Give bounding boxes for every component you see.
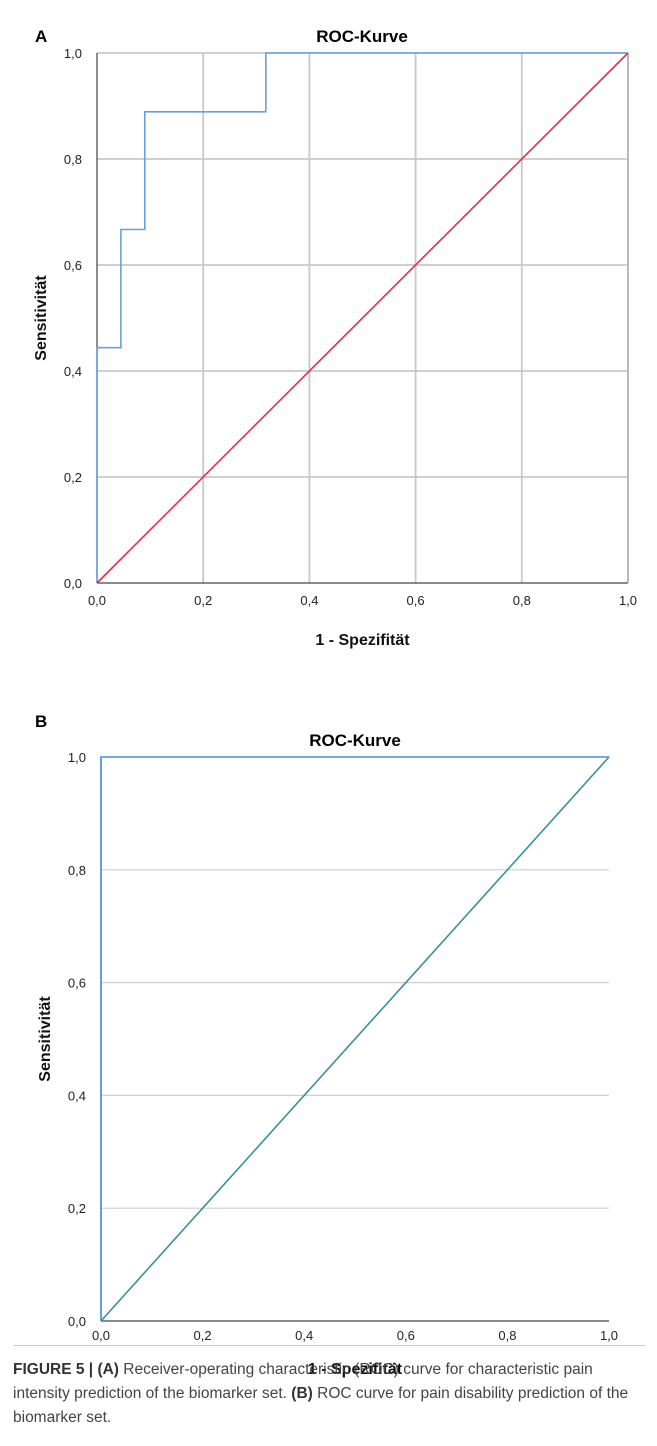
y-tick-label-b: 0,8 xyxy=(68,863,86,878)
panel-b: B ROC-Kurve 0,0 0,2 0,4 0,6 0,8 1,0 0,0 0,2 0,4 0… xyxy=(0,690,657,1378)
x-tick-label-b: 0,8 xyxy=(498,1328,516,1343)
x-tick-label-b: 0,6 xyxy=(397,1328,415,1343)
y-axis-label-b: Sensitivität xyxy=(37,996,54,1082)
x-tick-label-a: 0,8 xyxy=(513,593,531,608)
roc-curve-line-a xyxy=(96,52,628,583)
x-tick-label-a: 0,0 xyxy=(88,593,106,608)
caption-b-marker: (B) xyxy=(291,1385,313,1402)
panel-label-a: A xyxy=(35,27,48,46)
figure-caption: FIGURE 5 | (A) Receiver-operating charac… xyxy=(13,1345,645,1437)
chart-title-b: ROC-Kurve xyxy=(309,731,401,750)
x-axis-label-a: 1 - Spezifität xyxy=(315,632,410,649)
roc-chart-a: 0,0 0,2 0,4 0,6 0,8 1,0 0,0 0,2 0,4 0,6 0,8 1,0 1 - … xyxy=(33,46,637,649)
roc-curve-line-b xyxy=(100,756,609,1321)
reference-diagonal-line-a xyxy=(96,52,629,584)
caption-a-text: Receiver-operating characteristic (ROC) … xyxy=(13,1361,593,1402)
x-tick-label-a: 0,2 xyxy=(194,593,212,608)
panel-label-b: B xyxy=(35,712,48,731)
y-tick-label-a: 0,2 xyxy=(64,470,82,485)
x-tick-label-b: 1,0 xyxy=(600,1328,618,1343)
y-axis-label-a: Sensitivität xyxy=(33,275,50,361)
chart-title-a: ROC-Kurve xyxy=(316,27,408,46)
caption-a-marker: (A) xyxy=(97,1361,119,1378)
y-tick-label-b: 0,6 xyxy=(68,976,86,991)
y-tick-label-a: 0,4 xyxy=(64,364,82,379)
x-tick-label-a: 0,4 xyxy=(300,593,318,608)
y-tick-label-a: 1,0 xyxy=(64,46,82,61)
y-tick-label-a: 0,8 xyxy=(64,152,82,167)
roc-chart-b: 0,0 0,2 0,4 0,6 0,8 1,0 0,0 0,2 0,4 0,6 0,8 1,0 1 - … xyxy=(37,750,618,1378)
reference-diagonal-line-b xyxy=(100,756,610,1322)
x-tick-label-b: 0,4 xyxy=(295,1328,313,1343)
y-tick-label-b: 1,0 xyxy=(68,750,86,765)
y-tick-label-b: 0,2 xyxy=(68,1201,86,1216)
panel-a: A ROC-Kurve 0,0 0,2 0,4 0,6 0,8 1,0 0,0 0,2 0,4 0… xyxy=(0,0,657,670)
y-tick-label-a: 0,6 xyxy=(64,258,82,273)
y-tick-label-b: 0,0 xyxy=(68,1314,86,1329)
y-tick-label-a: 0,0 xyxy=(64,576,82,591)
caption-b-text: ROC curve for pain disability prediction… xyxy=(13,1385,629,1426)
x-tick-label-b: 0,2 xyxy=(194,1328,212,1343)
x-tick-label-a: 1,0 xyxy=(619,593,637,608)
x-tick-label-b: 0,0 xyxy=(92,1328,110,1343)
x-axis-label-b: 1 - Spezifität xyxy=(308,1361,403,1378)
y-tick-label-b: 0,4 xyxy=(68,1088,86,1103)
caption-figure-label: FIGURE 5 | xyxy=(13,1361,94,1378)
x-tick-label-a: 0,6 xyxy=(407,593,425,608)
